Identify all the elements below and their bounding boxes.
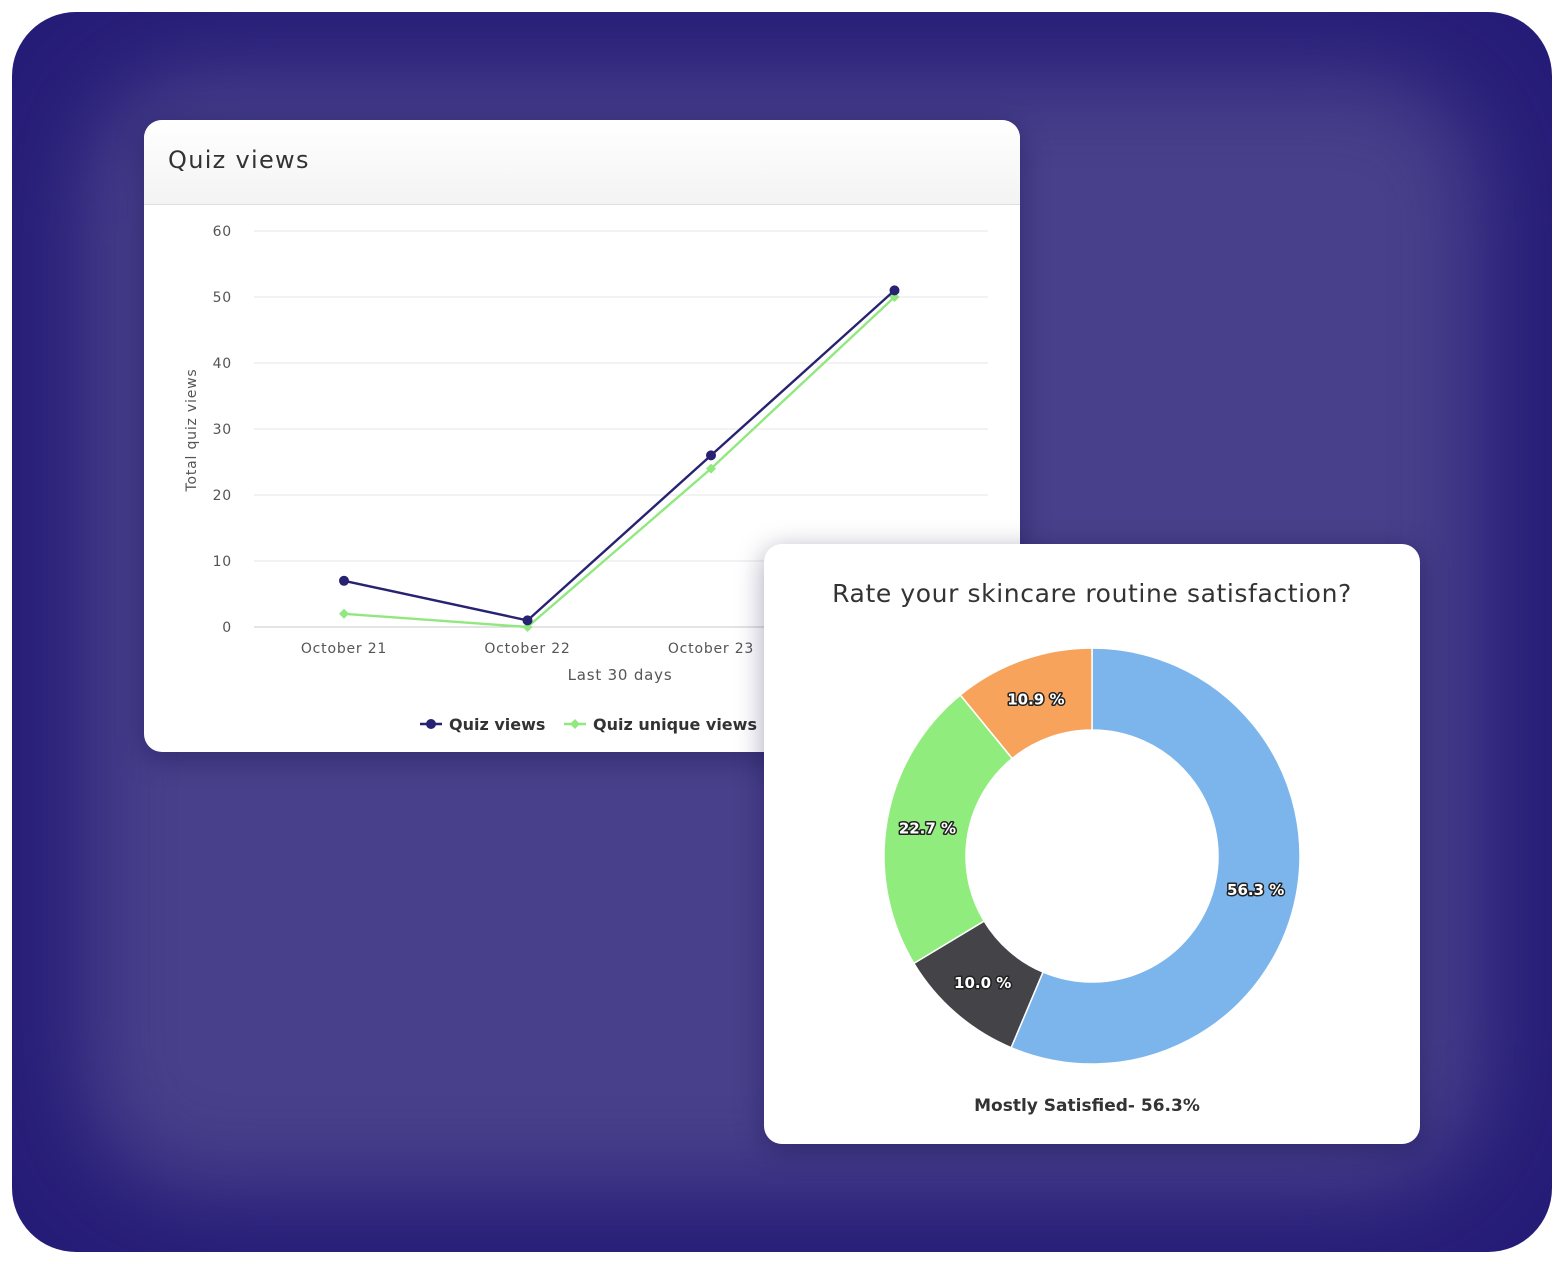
x-tick-label: October 21 <box>301 641 387 657</box>
legend-label: Quiz unique views <box>593 715 757 734</box>
data-point[interactable] <box>706 450 716 461</box>
y-tick-label: 30 <box>213 422 232 438</box>
y-tick-label: 10 <box>213 554 232 570</box>
x-tick-label: October 22 <box>484 641 570 657</box>
y-tick-label: 20 <box>213 488 232 504</box>
data-point[interactable] <box>889 285 900 296</box>
donut-slice[interactable] <box>1010 647 1301 1065</box>
legend-item[interactable]: Quiz unique views <box>564 715 757 734</box>
data-point[interactable] <box>706 463 716 474</box>
pie-footer: Mostly Satisfied- 56.3% <box>974 1096 1200 1116</box>
series-line <box>343 296 896 629</box>
y-tick-label: 0 <box>222 620 232 636</box>
donut-chart: Rate your skincare routine satisfaction?… <box>832 579 1352 1116</box>
legend-marker <box>426 719 436 729</box>
legend-label: Quiz views <box>449 715 545 734</box>
x-axis-label: Last 30 days <box>568 666 673 684</box>
pie-title: Rate your skincare routine satisfaction? <box>832 579 1352 608</box>
x-tick-label: October 23 <box>668 641 754 657</box>
slice-label: 22.7 % <box>899 820 956 838</box>
slice-label: 10.9 % <box>1007 691 1064 709</box>
chart-title: Quiz views <box>168 146 310 174</box>
donut-slice[interactable] <box>883 693 1014 965</box>
y-tick-labels: 0 10 20 30 40 50 60 <box>213 224 232 636</box>
donut-slice-labels: 56.3 % 10.0 % 22.7 % 10.9 % <box>897 689 1286 994</box>
slice-label: 56.3 % <box>1227 881 1284 899</box>
y-tick-label: 60 <box>213 224 232 240</box>
legend-marker <box>570 719 580 729</box>
legend: Quiz views Quiz unique views <box>420 715 757 734</box>
legend-item[interactable]: Quiz views <box>420 715 545 734</box>
series-layer <box>339 285 900 632</box>
donut-slice[interactable] <box>959 647 1093 760</box>
x-tick-labels: October 21 October 22 October 23 <box>301 641 754 657</box>
card-header: Quiz views <box>144 120 1020 205</box>
data-point[interactable] <box>339 608 349 619</box>
series-quiz-views <box>339 285 900 626</box>
y-tick-label: 40 <box>213 356 232 372</box>
y-tick-label: 50 <box>213 290 232 306</box>
satisfaction-card: Rate your skincare routine satisfaction?… <box>764 544 1420 1144</box>
series-line <box>343 289 896 622</box>
data-point[interactable] <box>522 615 533 626</box>
y-axis-label: Total quiz views <box>184 369 200 493</box>
data-point[interactable] <box>339 575 349 586</box>
slice-label: 10.0 % <box>954 974 1011 992</box>
donut-slices <box>883 647 1301 1065</box>
